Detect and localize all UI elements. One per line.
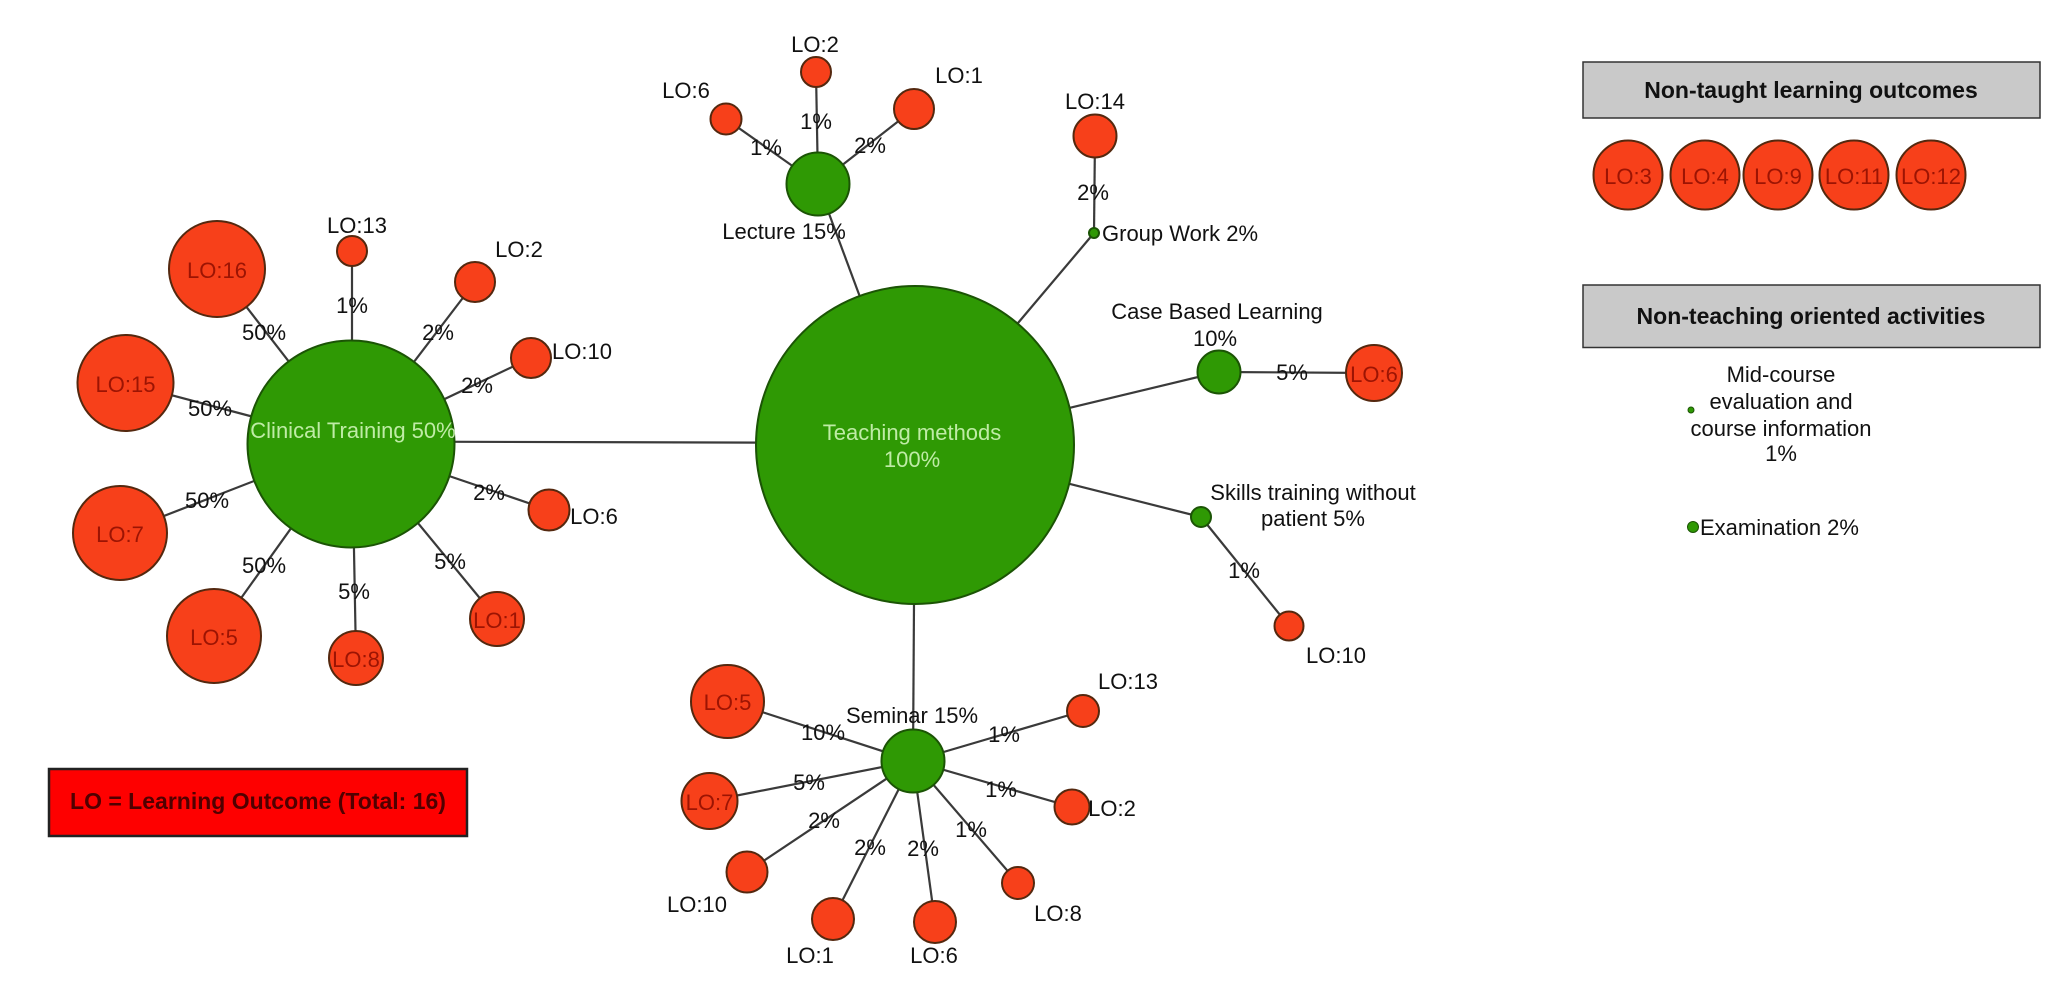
- svg-text:2%: 2%: [473, 480, 505, 505]
- svg-text:2%: 2%: [907, 836, 939, 861]
- svg-text:1%: 1%: [955, 817, 987, 842]
- svg-text:10%: 10%: [1193, 326, 1237, 351]
- svg-text:LO:2: LO:2: [495, 237, 543, 262]
- svg-text:LO:13: LO:13: [1098, 669, 1158, 694]
- svg-text:LO = Learning Outcome (Total:: LO = Learning Outcome (Total: 16): [70, 788, 446, 814]
- svg-text:LO:7: LO:7: [686, 790, 734, 815]
- svg-text:2%: 2%: [808, 808, 840, 833]
- svg-text:Skills training without: Skills training without: [1210, 480, 1415, 505]
- svg-text:LO:10: LO:10: [1306, 643, 1366, 668]
- svg-text:50%: 50%: [242, 553, 286, 578]
- svg-text:LO:2: LO:2: [791, 32, 839, 57]
- svg-text:LO:8: LO:8: [1034, 901, 1082, 926]
- svg-text:1%: 1%: [1765, 441, 1797, 466]
- svg-text:2%: 2%: [422, 320, 454, 345]
- svg-text:LO:6: LO:6: [662, 78, 710, 103]
- svg-text:5%: 5%: [338, 579, 370, 604]
- svg-text:1%: 1%: [750, 135, 782, 160]
- svg-text:1%: 1%: [1228, 558, 1260, 583]
- svg-text:2%: 2%: [1077, 180, 1109, 205]
- svg-text:LO:7: LO:7: [96, 522, 144, 547]
- svg-text:patient 5%: patient 5%: [1261, 506, 1365, 531]
- svg-text:evaluation and: evaluation and: [1709, 389, 1852, 414]
- svg-text:Non-teaching oriented activiti: Non-teaching oriented activities: [1637, 303, 1986, 329]
- svg-text:50%: 50%: [242, 320, 286, 345]
- svg-text:1%: 1%: [800, 109, 832, 134]
- svg-text:LO:1: LO:1: [786, 943, 834, 968]
- svg-text:1%: 1%: [985, 777, 1017, 802]
- svg-text:100%: 100%: [884, 447, 940, 472]
- svg-text:Seminar 15%: Seminar 15%: [846, 703, 978, 728]
- svg-text:LO:10: LO:10: [667, 892, 727, 917]
- svg-text:LO:8: LO:8: [332, 647, 380, 672]
- svg-text:5%: 5%: [793, 770, 825, 795]
- svg-text:LO:4: LO:4: [1681, 164, 1729, 189]
- svg-text:LO:13: LO:13: [327, 213, 387, 238]
- svg-text:2%: 2%: [854, 835, 886, 860]
- svg-text:Group Work 2%: Group Work 2%: [1102, 221, 1258, 246]
- svg-text:Lecture 15%: Lecture 15%: [722, 219, 846, 244]
- svg-text:LO:12: LO:12: [1901, 164, 1961, 189]
- svg-text:1%: 1%: [336, 293, 368, 318]
- svg-text:LO:1: LO:1: [473, 608, 521, 633]
- svg-text:10%: 10%: [801, 720, 845, 745]
- svg-text:Case Based Learning: Case Based Learning: [1111, 299, 1323, 324]
- svg-text:LO:6: LO:6: [1350, 362, 1398, 387]
- svg-text:50%: 50%: [185, 488, 229, 513]
- svg-text:5%: 5%: [1276, 360, 1308, 385]
- svg-text:course information: course information: [1691, 416, 1872, 441]
- svg-text:50%: 50%: [188, 396, 232, 421]
- svg-text:Mid-course: Mid-course: [1727, 362, 1836, 387]
- svg-text:Clinical Training 50%: Clinical Training 50%: [250, 418, 455, 443]
- svg-text:Teaching methods: Teaching methods: [823, 420, 1002, 445]
- svg-text:LO:10: LO:10: [552, 339, 612, 364]
- svg-text:LO:5: LO:5: [704, 690, 752, 715]
- svg-text:LO:6: LO:6: [910, 943, 958, 968]
- svg-text:LO:3: LO:3: [1604, 164, 1652, 189]
- svg-text:LO:9: LO:9: [1754, 164, 1802, 189]
- svg-text:Non-taught learning outcomes: Non-taught learning outcomes: [1644, 77, 1978, 103]
- svg-text:LO:11: LO:11: [1825, 164, 1883, 189]
- svg-text:LO:15: LO:15: [96, 372, 156, 397]
- svg-text:LO:6: LO:6: [570, 504, 618, 529]
- svg-text:LO:1: LO:1: [935, 63, 983, 88]
- svg-text:LO:5: LO:5: [190, 625, 238, 650]
- svg-text:LO:14: LO:14: [1065, 89, 1125, 114]
- svg-text:1%: 1%: [988, 722, 1020, 747]
- svg-text:5%: 5%: [434, 549, 466, 574]
- svg-text:2%: 2%: [461, 373, 493, 398]
- svg-text:LO:16: LO:16: [187, 258, 247, 283]
- svg-text:LO:2: LO:2: [1088, 796, 1136, 821]
- svg-text:Examination 2%: Examination 2%: [1700, 515, 1859, 540]
- svg-text:2%: 2%: [854, 133, 886, 158]
